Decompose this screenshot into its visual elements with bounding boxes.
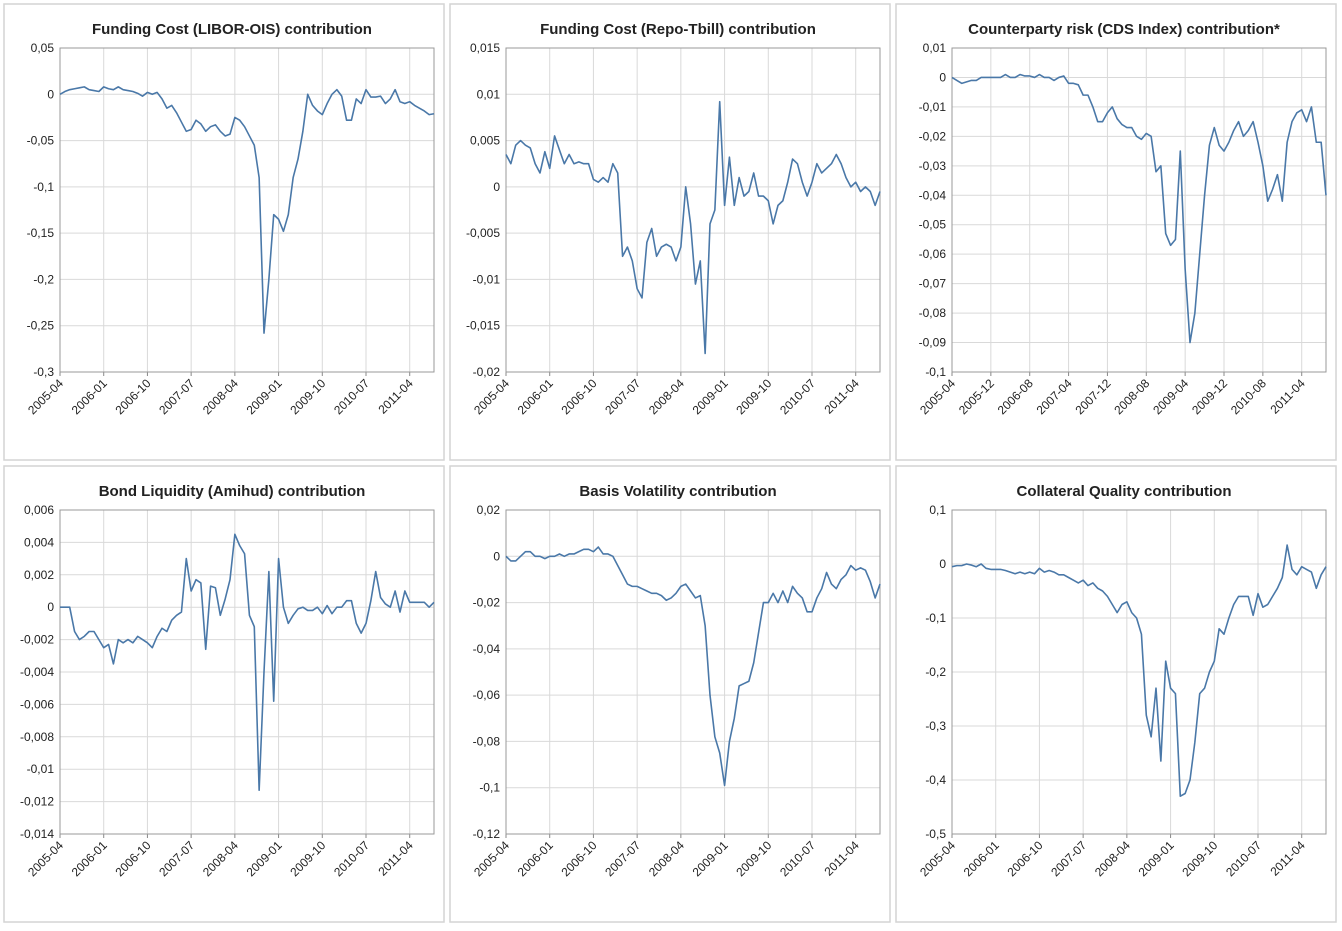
y-tick-label: -0,1 (925, 611, 946, 625)
plot-border (505, 47, 881, 373)
data-line (951, 544, 1327, 797)
chart-title: Collateral Quality contribution (1016, 483, 1231, 500)
y-tick-label: 0,004 (24, 535, 54, 549)
chart-title: Funding Cost (LIBOR-OIS) contribution (92, 21, 372, 38)
plot-border (59, 47, 435, 373)
y-tick-label: -0,05 (919, 218, 947, 232)
y-tick-label: -0,06 (919, 247, 947, 261)
y-tick-label: -0,006 (20, 697, 54, 711)
y-tick-label: 0,015 (470, 41, 500, 55)
y-tick-label: 0,006 (24, 503, 54, 517)
y-tick-label: -0,01 (27, 762, 55, 776)
panel-border (895, 465, 1337, 923)
chart-panel: Bond Liquidity (Amihud) contribution 0,00… (3, 465, 445, 923)
y-tick-label: -0,1 (33, 180, 54, 194)
y-tick-label: -0,03 (919, 159, 947, 173)
y-tick-label: 0 (493, 180, 500, 194)
y-tick-label: -0,2 (33, 272, 54, 286)
y-tick-label: 0,1 (929, 503, 946, 517)
plot-border (951, 47, 1327, 373)
y-tick-label: -0,02 (919, 129, 947, 143)
y-tick-label: -0,02 (473, 365, 501, 379)
y-tick-label: -0,3 (33, 365, 54, 379)
y-tick-label: -0,015 (466, 319, 500, 333)
data-line (59, 86, 435, 334)
chart-panel: Collateral Quality contribution 0,1 0 -0,1 -… (895, 465, 1337, 923)
data-line (505, 546, 881, 787)
y-tick-label: -0,15 (27, 226, 55, 240)
chart-panel: Funding Cost (LIBOR-OIS) contribution 0,0… (3, 3, 445, 461)
y-tick-label: -0,05 (27, 134, 55, 148)
y-tick-label: -0,4 (925, 773, 946, 787)
chart-title: Counterparty risk (CDS Index) contributi… (968, 21, 1280, 38)
panel-border (449, 465, 891, 923)
y-tick-label: -0,06 (473, 688, 501, 702)
y-tick-label: -0,5 (925, 827, 946, 841)
chart-panel: Basis Volatility contribution 0,02 0 -0,02 -… (449, 465, 891, 923)
y-tick-label: 0 (939, 557, 946, 571)
data-line (60, 533, 435, 792)
y-tick-label: -0,04 (473, 642, 501, 656)
y-tick-label: -0,01 (473, 272, 501, 286)
plot-border (505, 509, 881, 835)
y-tick-label: -0,01 (919, 100, 947, 114)
y-tick-label: -0,04 (919, 188, 947, 202)
y-tick-label: -0,1 (479, 781, 500, 795)
y-tick-label: -0,2 (925, 665, 946, 679)
chart-panel: Funding Cost (Repo-Tbill) contribution 0,… (449, 3, 891, 461)
panel-border (449, 3, 891, 461)
y-tick-label: -0,08 (919, 306, 947, 320)
y-tick-label: 0,01 (923, 41, 947, 55)
y-tick-label: -0,09 (919, 336, 947, 350)
y-tick-label: 0,02 (477, 503, 501, 517)
y-tick-label: -0,25 (27, 319, 55, 333)
chart-title: Bond Liquidity (Amihud) contribution (99, 483, 366, 500)
data-line (951, 73, 1327, 344)
y-tick-label: -0,3 (925, 719, 946, 733)
y-tick-label: 0 (493, 549, 500, 563)
y-tick-label: -0,005 (466, 226, 500, 240)
chart-title: Funding Cost (Repo-Tbill) contribution (540, 21, 816, 38)
y-tick-label: 0 (47, 600, 54, 614)
y-tick-label: -0,07 (919, 277, 947, 291)
panel-border (895, 3, 1337, 461)
y-tick-label: -0,012 (20, 795, 54, 809)
plot-border (951, 509, 1327, 835)
y-tick-label: -0,1 (925, 365, 946, 379)
y-tick-label: 0,005 (470, 134, 500, 148)
y-tick-label: -0,008 (20, 730, 54, 744)
y-tick-label: -0,02 (473, 596, 501, 610)
data-line (505, 100, 881, 355)
y-tick-label: 0,05 (31, 41, 55, 55)
y-tick-label: -0,12 (473, 827, 501, 841)
y-tick-label: -0,014 (20, 827, 54, 841)
panel-border (3, 3, 445, 461)
y-tick-label: -0,08 (473, 734, 501, 748)
plot-border (59, 509, 435, 835)
chart-panel: Counterparty risk (CDS Index) contributi… (895, 3, 1337, 461)
y-tick-label: 0 (939, 70, 946, 84)
chart-title: Basis Volatility contribution (579, 483, 776, 500)
y-tick-label: -0,002 (20, 633, 54, 647)
y-tick-label: 0 (47, 87, 54, 101)
y-tick-label: -0,004 (20, 665, 54, 679)
y-tick-label: 0,01 (477, 87, 501, 101)
y-tick-label: 0,002 (24, 568, 54, 582)
